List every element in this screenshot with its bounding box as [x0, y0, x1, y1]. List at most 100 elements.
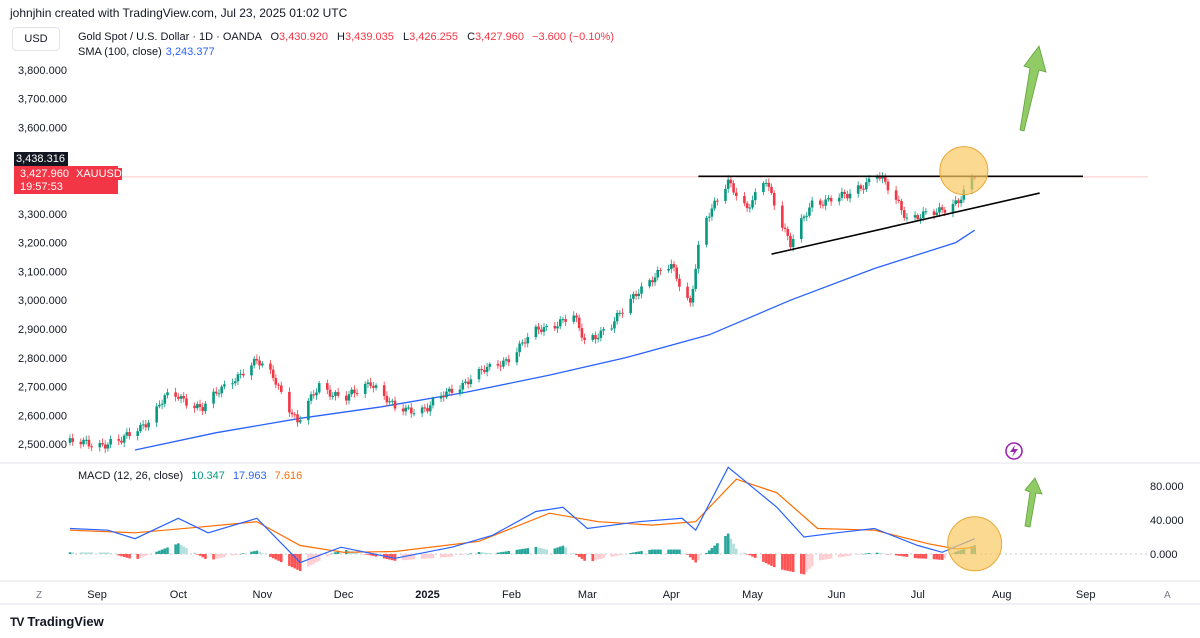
candle-body	[705, 217, 708, 245]
macd-histogram-bar	[347, 550, 351, 554]
macd-histogram-bar	[632, 552, 635, 554]
macd-histogram-bar	[859, 554, 863, 555]
macd-histogram-bar	[515, 549, 519, 554]
candle-body	[894, 190, 898, 200]
macd-highlight-circle	[947, 516, 1003, 572]
candle-body	[363, 383, 367, 394]
macd-histogram-bar	[618, 554, 622, 556]
macd-histogram-bar	[309, 554, 313, 566]
candle-body	[242, 373, 245, 376]
macd-histogram-bar	[409, 554, 413, 560]
auto-scale-button[interactable]: A	[1164, 590, 1171, 601]
candle-body	[141, 424, 145, 426]
macd-histogram-bar	[201, 554, 205, 558]
macd-histogram-group	[68, 533, 976, 575]
macd-histogram-bar	[177, 543, 180, 554]
macd-histogram-bar	[957, 550, 960, 554]
macd-histogram-bar	[943, 554, 947, 559]
macd-axis[interactable]: 80.000 40.000 0.000	[70, 481, 1184, 561]
macd-histogram-bar	[772, 554, 776, 568]
candle-body	[610, 328, 614, 330]
macd-histogram-bar	[951, 553, 955, 554]
candle-body	[117, 439, 121, 441]
macd-histogram-bar	[480, 552, 483, 554]
macd-histogram-bar	[242, 553, 245, 554]
macd-histogram-bar	[393, 554, 397, 561]
macd-histogram-bar	[837, 554, 841, 558]
candle-body	[810, 200, 814, 208]
candle-body	[258, 360, 261, 366]
candle-body	[409, 407, 413, 414]
macd-histogram-bar	[610, 554, 614, 557]
candle-body	[954, 200, 957, 205]
candle-body	[445, 391, 448, 398]
candle-body	[932, 211, 936, 215]
macd-histogram-bar	[878, 553, 882, 554]
macd-histogram-bar	[783, 554, 787, 571]
macd-histogram-bar	[98, 552, 102, 554]
candle-body	[483, 369, 486, 372]
candle-body	[450, 388, 454, 393]
time-tick-label: Jun	[828, 589, 846, 601]
macd-histogram-bar	[810, 554, 814, 567]
macd-histogram-bar	[466, 553, 470, 555]
low-label: L	[402, 31, 410, 43]
candle-body	[336, 392, 340, 396]
candle-body	[144, 424, 148, 428]
sma-legend[interactable]: SMA (100, close) 3,243.377	[78, 46, 215, 58]
macd-histogram-bar	[821, 554, 825, 560]
candle-body	[902, 210, 906, 218]
sma-value: 3,243.377	[165, 46, 215, 58]
macd-histogram-bar	[959, 549, 963, 554]
candle-body	[659, 269, 662, 271]
candle-body	[753, 192, 757, 201]
candle-body	[182, 396, 186, 399]
macd-histogram-bar	[843, 554, 846, 557]
candle-body	[865, 182, 868, 190]
footer-brand[interactable]: TV TradingView	[10, 614, 104, 629]
macd-histogram-bar	[575, 554, 578, 556]
price-axis[interactable]: 3,800.0003,700.0003,600.0003,500.0003,30…	[18, 65, 67, 451]
macd-histogram-bar	[212, 554, 215, 560]
candle-body	[423, 407, 427, 409]
macd-histogram-bar	[770, 554, 773, 566]
macd-histogram-bar	[369, 554, 372, 556]
macd-histogram-bar	[250, 551, 253, 554]
macd-histogram-bar	[431, 554, 435, 559]
macd-histogram-bar	[269, 554, 272, 557]
macd-histogram-bar	[125, 554, 129, 558]
sma-label: SMA (100, close)	[78, 46, 162, 58]
candle-body	[312, 394, 316, 396]
time-axis[interactable]: Sep Oct Nov Dec 2025 Feb Mar Apr May Jun Jul Aug Sep	[87, 589, 1095, 601]
currency-button[interactable]: USD	[12, 27, 60, 51]
candle-body	[193, 405, 196, 409]
macd-legend[interactable]: MACD (12, 26, close) 10.347 17.963 7.616	[78, 470, 302, 482]
macd-histogram-bar	[726, 533, 730, 554]
candle-body	[634, 293, 638, 297]
tradingview-logo-icon: TV	[10, 614, 24, 629]
candle-body	[675, 267, 679, 279]
candle-body	[469, 379, 473, 385]
macd-histogram-bar	[921, 554, 925, 559]
macd-tick-label: 40.000	[1150, 515, 1184, 527]
candle-body	[496, 363, 500, 366]
macd-histogram-bar	[688, 554, 692, 558]
candle-body	[198, 404, 202, 407]
price-tick-label: 3,000.000	[18, 295, 67, 307]
macd-histogram-bar	[840, 554, 844, 557]
candle-body	[68, 438, 72, 443]
replay-lightning-icon[interactable]	[1005, 442, 1023, 460]
macd-histogram-bar	[827, 554, 830, 559]
macd-histogram-bar	[439, 554, 443, 558]
macd-histogram-bar	[353, 551, 356, 554]
macd-histogram-bar	[196, 554, 199, 555]
candle-body	[477, 369, 481, 380]
zoom-toggle-button[interactable]: Z	[36, 590, 43, 601]
macd-histogram-bar	[258, 551, 261, 554]
macd-histogram-bar	[651, 549, 654, 554]
macd-histogram-bar	[404, 554, 408, 561]
candle-body	[120, 440, 123, 443]
macd-histogram-bar	[802, 554, 806, 575]
candle-body	[526, 337, 530, 344]
